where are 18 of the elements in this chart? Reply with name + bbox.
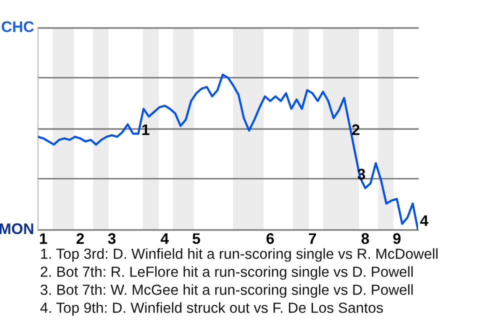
- x-tick-label: 9: [393, 233, 401, 244]
- text: 2. Bot 7th: R. LeFlore hit a run-scoring single vs D. Powell: [40, 266, 413, 280]
- x-tick-label: 2: [76, 233, 84, 244]
- annotation: 2: [352, 124, 360, 135]
- x-tick-label: 1: [40, 233, 48, 244]
- x-tick-label: 4: [160, 233, 169, 244]
- ref-line-label: MON: [0, 223, 34, 234]
- x-tick-label: 3: [108, 233, 116, 244]
- text: 1. Top 3rd: D. Winfield hit a run-scoring single vs R. McDowell: [41, 248, 438, 262]
- ref-line-label: CHC: [2, 21, 34, 32]
- x-tick-label: 8: [361, 233, 369, 244]
- x-tick-label: 6: [266, 233, 274, 244]
- x-tick-label: 5: [192, 233, 200, 244]
- x-tick-label: 7: [308, 233, 316, 244]
- annotation: 1: [142, 124, 150, 135]
- text: 4: [420, 215, 428, 226]
- text: 3. Bot 7th: W. McGee hit a run-scoring single vs D. Powell: [40, 284, 413, 298]
- text: 4. Top 9th: D. Winfield struck out vs F. De Los Santos: [40, 302, 383, 316]
